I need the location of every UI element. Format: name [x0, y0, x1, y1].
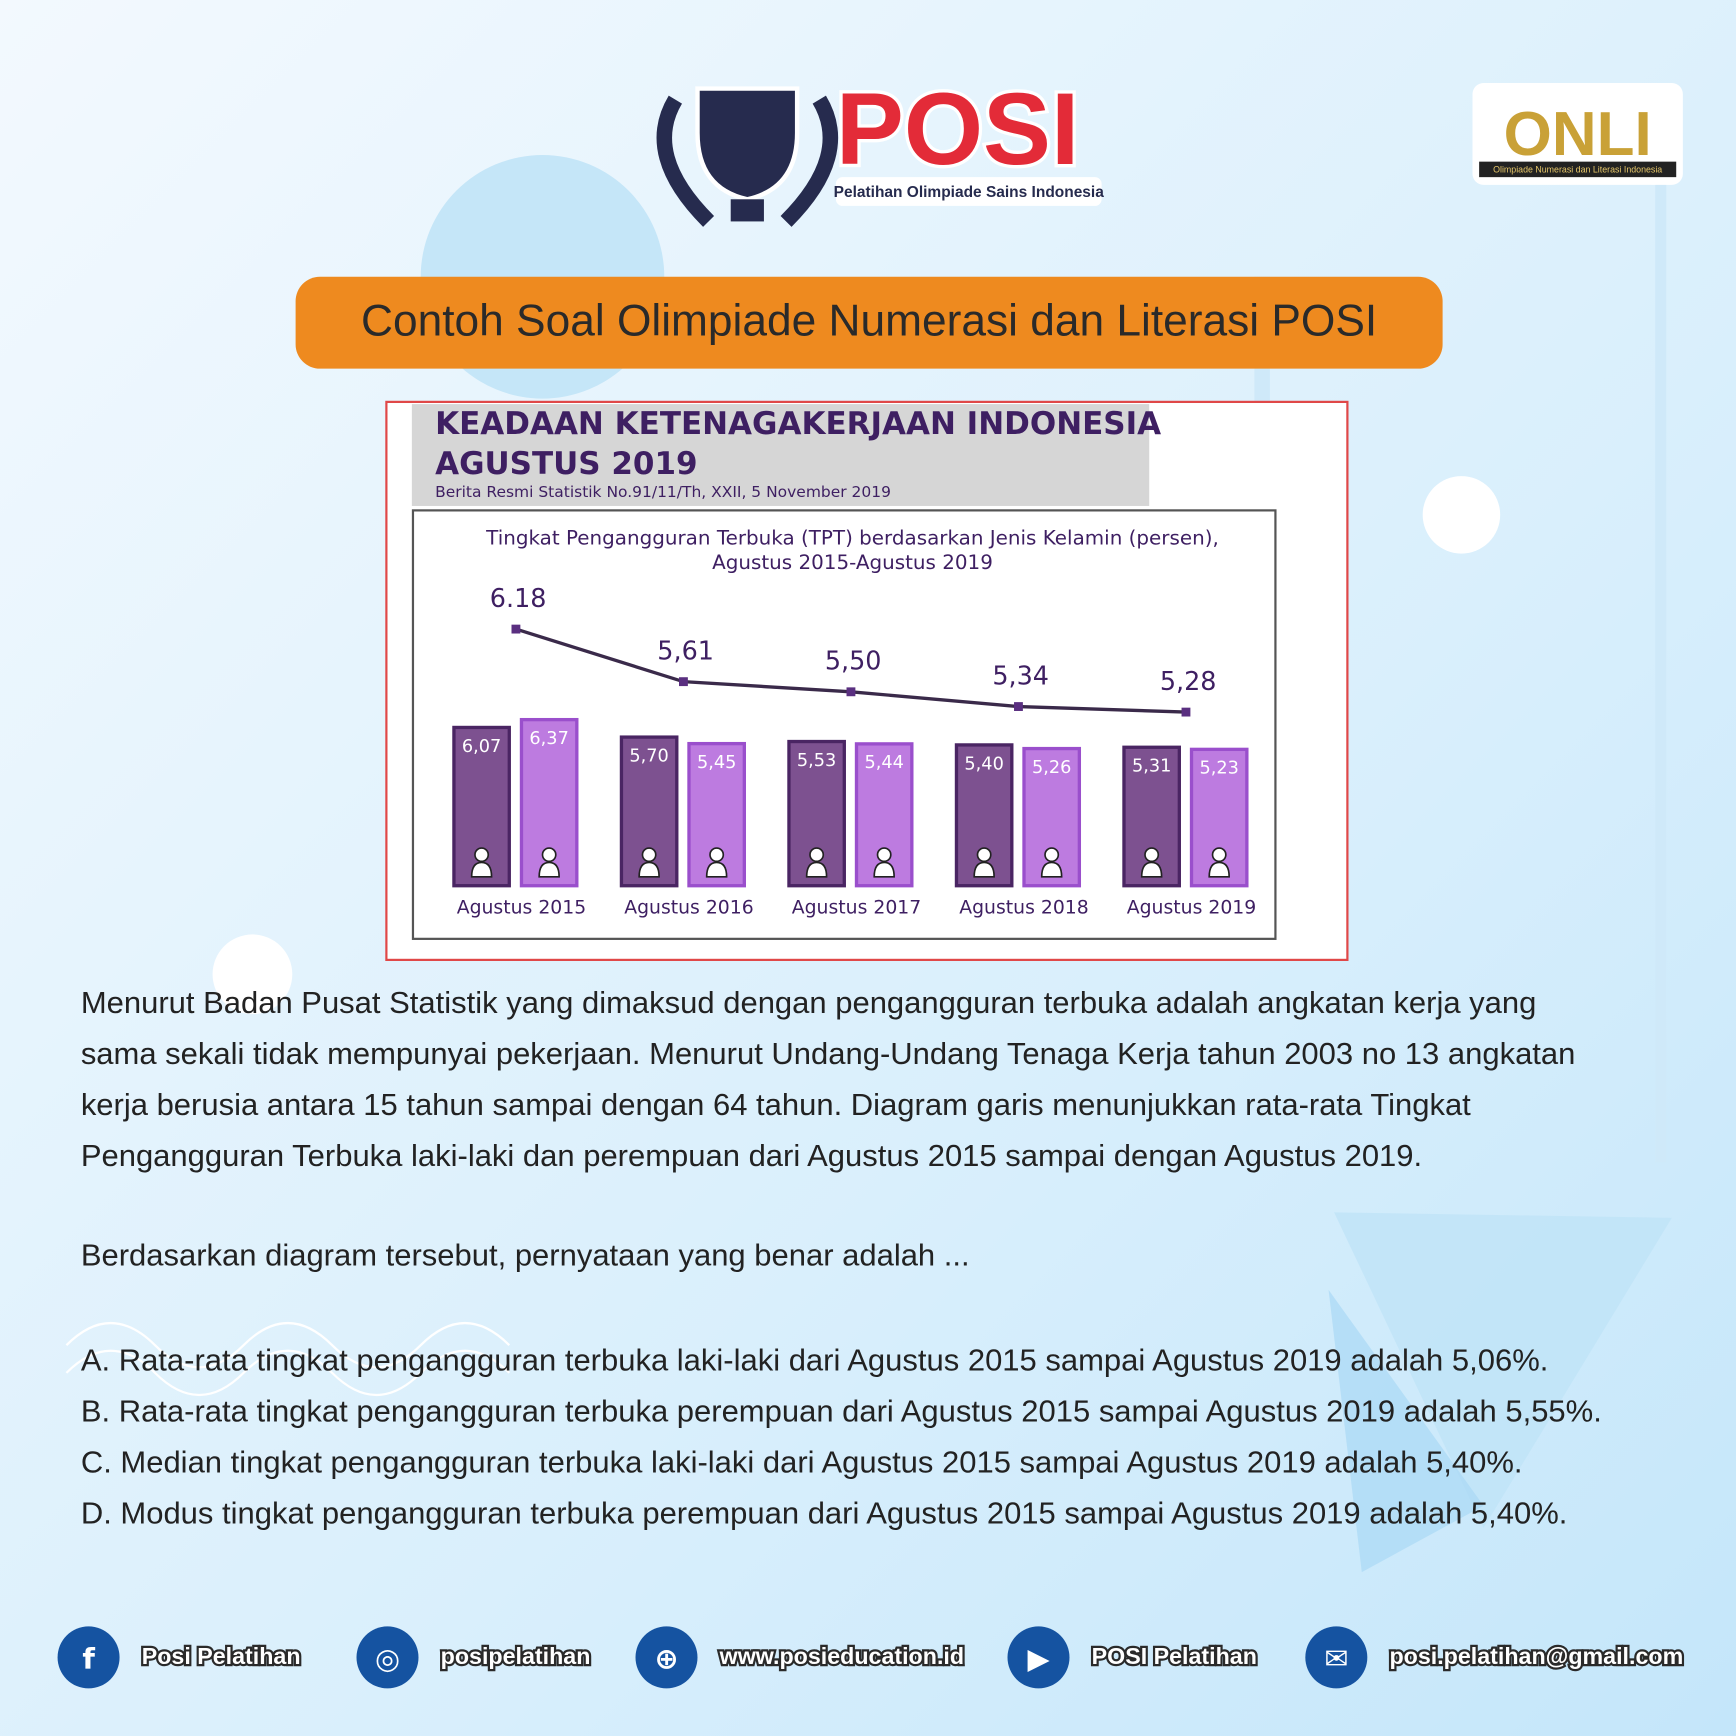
social-label: www.posieducation.id [719, 1643, 964, 1669]
badge-name: ONLI [1504, 100, 1652, 169]
bar-value-label: 5,40 [964, 754, 1003, 774]
social-glyph: f [82, 1641, 95, 1675]
line-point [1014, 702, 1023, 711]
chart-subtitle: Agustus 2015-Agustus 2019 [712, 551, 993, 574]
question-text: Menurut Badan Pusat Statistik yang dimak… [81, 985, 1602, 1530]
person-icon [1040, 861, 1063, 878]
deco-wave [65, 1322, 511, 1369]
option: A. Rata-rata tingkat pengangguran terbuk… [81, 1343, 1549, 1378]
line-value-label: 5,61 [657, 637, 714, 667]
x-tick-label: Agustus 2018 [959, 897, 1088, 918]
option: B. Rata-rata tingkat pengangguran terbuk… [81, 1394, 1602, 1429]
bar-value-label: 5,44 [864, 753, 903, 773]
deco-circle [212, 934, 293, 1015]
social-label: posipelatihan [441, 1643, 591, 1669]
social-icon [635, 1626, 698, 1689]
line-point [679, 677, 688, 687]
social-icon [57, 1626, 120, 1689]
deco-wave [65, 1349, 511, 1396]
social-label: POSI Pelatihan [1092, 1643, 1257, 1669]
social-glyph: ✉ [1324, 1641, 1348, 1675]
x-tick-label: Agustus 2017 [792, 897, 922, 918]
social-label: posi.pelatihan@gmail.com [1389, 1643, 1683, 1669]
option: D. Modus tingkat pengangguran terbuka pe… [81, 1495, 1568, 1530]
bar-value-label: 6,07 [462, 737, 501, 757]
person-icon [470, 861, 493, 878]
logo-tagline: Pelatihan Olimpiade Sains Indonesia [834, 184, 1105, 201]
badge-tagline: Olimpiade Numerasi dan Literasi Indonesi… [1493, 165, 1662, 175]
line-point [511, 624, 521, 634]
x-tick-label: Agustus 2019 [1127, 897, 1257, 918]
bar-value-label: 5,70 [629, 746, 668, 766]
person-icon [1208, 861, 1230, 878]
person-icon [1144, 847, 1160, 863]
bar-value-label: 5,31 [1132, 757, 1171, 777]
person-icon [805, 861, 828, 878]
person-icon [873, 861, 895, 878]
deco-triangle [1334, 1212, 1672, 1528]
paragraph-line: Menurut Badan Pusat Statistik yang dimak… [81, 985, 1537, 1020]
line-value-label: 5,50 [825, 647, 882, 677]
line-point [1181, 707, 1191, 717]
chart-header-box [411, 404, 1150, 506]
x-tick-label: Agustus 2015 [457, 897, 587, 918]
line-value-label: 6.18 [490, 584, 547, 614]
deco-triangle [1328, 1289, 1484, 1573]
social-icon [1007, 1626, 1070, 1689]
bar-value-label: 5,45 [697, 753, 736, 773]
deco-circle [1422, 476, 1501, 554]
person-icon [709, 847, 725, 863]
person-icon [809, 847, 825, 863]
banner [295, 276, 1443, 369]
line-point [846, 687, 856, 697]
option: C. Median tingkat pengangguran terbuka l… [81, 1444, 1523, 1479]
posi-logo: POSI Pelatihan Olimpiade Sains Indonesia [656, 69, 1105, 227]
person-icon [541, 847, 557, 863]
person-icon [638, 861, 660, 878]
person-icon [976, 847, 992, 863]
chart-title: Tingkat Pengangguran Terbuka (TPT) berda… [485, 527, 1219, 550]
banner-title: Contoh Soal Olimpiade Numerasi dan Liter… [361, 296, 1377, 345]
footer: f Posi Pelatihan ◎ posipelatihan ⊕ www.posied… [57, 1626, 1685, 1689]
bar-value-label: 5,23 [1199, 759, 1238, 779]
bar-value-label: 5,26 [1032, 758, 1071, 778]
person-icon [1140, 861, 1163, 878]
paragraph-line: Pengangguran Terbuka laki-laki dan perem… [81, 1138, 1422, 1173]
onli-badge: ONLI Olimpiade Numerasi dan Literasi Ind… [1472, 83, 1683, 185]
person-icon [1211, 847, 1227, 863]
chart: KEADAAN KETENAGAKERJAAN INDONESIA AGUSTU… [385, 400, 1349, 961]
social-glyph: ⊕ [654, 1641, 678, 1675]
chart-header: KEADAAN KETENAGAKERJAAN INDONESIA [435, 406, 1161, 442]
person-icon [474, 847, 490, 863]
person-icon [973, 861, 995, 878]
logo-name: POSI [836, 72, 1079, 186]
x-tick-label: Agustus 2016 [624, 897, 753, 918]
bar-value-label: 6,37 [529, 729, 568, 749]
line-value-label: 5,28 [1160, 667, 1217, 697]
social-glyph: ◎ [375, 1641, 400, 1675]
person-icon [876, 847, 892, 863]
person-icon [641, 847, 657, 863]
social-label: Posi Pelatihan [142, 1643, 301, 1669]
person-icon [538, 861, 560, 878]
paragraph-line: sama sekali tidak mempunyai pekerjaan. M… [81, 1036, 1576, 1071]
social-glyph: ▶ [1027, 1641, 1050, 1675]
line-value-label: 5,34 [992, 661, 1049, 691]
social-icon [356, 1626, 419, 1689]
person-icon [1044, 847, 1060, 863]
chart-header: AGUSTUS 2019 [435, 446, 698, 482]
social-icon [1305, 1626, 1368, 1689]
question: Berdasarkan diagram tersebut, pernyataan… [81, 1237, 970, 1272]
bar-value-label: 5,53 [797, 751, 836, 771]
paragraph-line: kerja berusia antara 15 tahun sampai den… [81, 1087, 1471, 1122]
chart-source: Berita Resmi Statistik No.91/11/Th, XXII… [435, 483, 891, 501]
person-icon [705, 861, 728, 878]
